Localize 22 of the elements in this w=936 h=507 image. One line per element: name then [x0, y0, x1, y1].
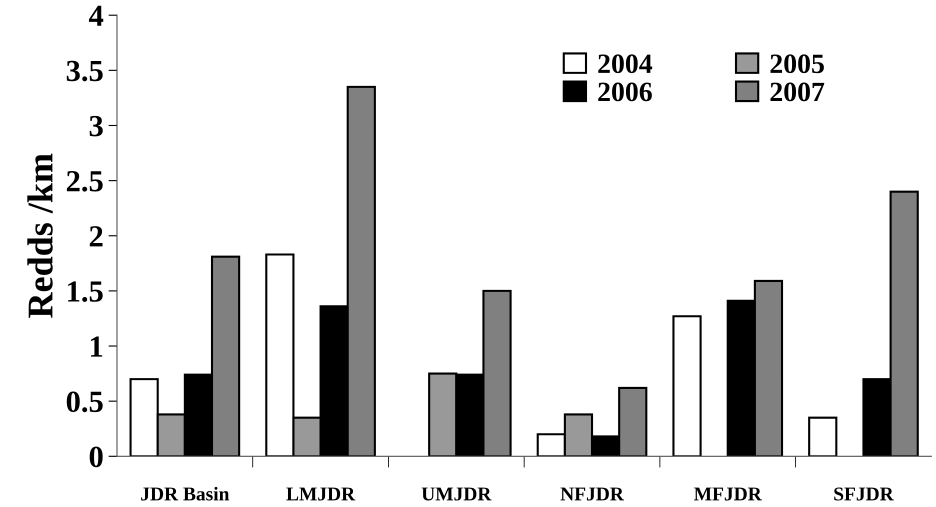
- y-tick-label: 3.5: [66, 60, 103, 82]
- x-tick-label: LMJDR: [286, 488, 356, 501]
- x-tick-label: JDR Basin: [141, 486, 230, 501]
- x-tick-label: SFJDR: [834, 487, 894, 501]
- y-tick-label: 2: [90, 226, 102, 246]
- x-tick-label: UMJDR: [422, 488, 492, 501]
- x-tick-label: MFJDR: [694, 488, 762, 501]
- x-tick-label: NFJDR: [560, 488, 624, 501]
- y-tick-label: 4: [88, 6, 104, 26]
- y-axis-title: Redds /km: [27, 154, 53, 318]
- bar: [808, 416, 838, 456]
- y-tick-label: 3: [90, 116, 103, 136]
- y-tick-label: 1: [90, 336, 102, 357]
- legend-label: 2007: [770, 82, 824, 102]
- y-tick-label: 0: [90, 446, 103, 468]
- bar: [672, 315, 702, 456]
- legend-label: 2005: [770, 54, 824, 74]
- legend-label: 2004: [598, 54, 652, 74]
- y-tick-label: 1.5: [68, 281, 103, 302]
- legend-label: 2006: [598, 82, 652, 102]
- y-tick-label: 2.5: [66, 170, 103, 192]
- y-tick-label: 0.5: [66, 391, 103, 412]
